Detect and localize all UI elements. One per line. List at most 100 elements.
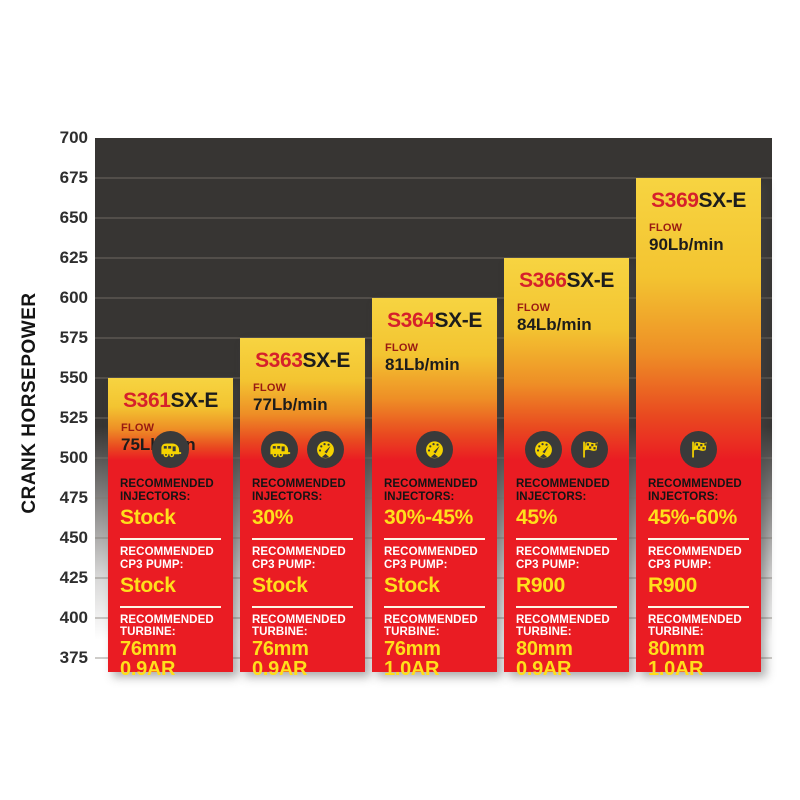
divider [648,605,749,608]
cp3-pump-value: Stock [252,573,308,597]
cp3-pump-label: RECOMMENDED CP3 PUMP: [516,545,610,571]
turbine-value: 76mm 0.9AR [120,638,177,680]
flag-icon [571,431,608,468]
y-tick-525: 525 [59,408,88,427]
gridline-650 [95,217,772,219]
divider [120,605,221,608]
flow-value: 77Lb/min [253,395,328,414]
cp3-pump-value: R900 [516,573,566,597]
injectors-label: RECOMMENDED INJECTORS: [648,478,742,503]
injectors-label: RECOMMENDED INJECTORS: [120,478,214,503]
bar-s364: S364SX-E FLOW 81Lb/min RECOMMENDED INJECT… [372,298,497,679]
injectors-label: RECOMMENDED INJECTORS: [516,478,610,503]
flow-label: FLOW [121,422,155,434]
y-tick-375: 375 [59,648,88,667]
gridline-675 [95,177,772,179]
flow-value: 81Lb/min [385,355,460,374]
turbine-label: RECOMMENDED TURBINE: [648,613,742,639]
turbine-value: 76mm 1.0AR [384,638,441,680]
bar-model-title: S364SX-E [372,298,497,333]
bar-model-title: S366SX-E [504,258,629,293]
turbine-label: RECOMMENDED TURBINE: [516,613,610,639]
bar-model-title: S361SX-E [108,378,233,413]
bar-specs: RECOMMENDED INJECTORS: 30%-45% RECOMMENDE… [372,474,497,679]
model-series: SX-E [302,349,351,372]
y-tick-700: 700 [59,128,88,147]
injectors-value: 30%-45% [384,505,473,529]
usage-icons [504,431,629,468]
bar-model-title: S363SX-E [240,338,365,373]
injectors-label: RECOMMENDED INJECTORS: [252,478,346,503]
model-number: S363 [255,349,303,372]
y-tick-600: 600 [59,288,88,307]
flow-label: FLOW [253,382,287,394]
model-number: S361 [123,389,171,412]
y-axis-title: CRANK HORSEPOWER [19,292,40,514]
flow-value: 84Lb/min [517,315,592,334]
flow-value: 90Lb/min [649,235,724,254]
model-series: SX-E [698,189,747,212]
y-tick-650: 650 [59,208,88,227]
model-number: S366 [519,269,567,292]
turbine-value: 80mm 1.0AR [648,638,705,680]
y-tick-475: 475 [59,488,88,507]
usage-icons [636,431,761,468]
model-number: S364 [387,309,435,332]
model-series: SX-E [434,309,483,332]
flow-label: FLOW [385,342,419,354]
cp3-pump-value: Stock [384,573,440,597]
bar-s361: S361SX-E FLOW 75Lb/min RECOMMENDEDINJECT… [108,378,233,679]
turbine-value: 80mm 0.9AR [516,638,573,680]
bar-s363: S363SX-E FLOW 77Lb/min RECOMMENDED INJECT… [240,338,365,679]
camper-icon [152,431,189,468]
y-tick-575: 575 [59,328,88,347]
model-number: S369 [651,189,699,212]
gauge-icon [525,431,562,468]
divider [516,605,617,608]
divider [120,537,221,540]
gauge-icon [416,431,453,468]
y-tick-500: 500 [59,448,88,467]
cp3-pump-value: R900 [648,573,698,597]
injectors-value: 45%-60% [648,505,737,529]
cp3-pump-value: Stock [120,573,176,597]
cp3-pump-label: RECOMMENDED CP3 PUMP: [120,545,214,571]
divider [252,537,353,540]
injectors-value: 45% [516,505,558,529]
bar-model-title: S369SX-E [636,178,761,213]
bar-specs: RECOMMENDED INJECTORS: 45% RECOMMENDED CP3… [504,474,629,679]
usage-icons [108,431,233,468]
y-tick-675: 675 [59,168,88,187]
bar-specs: RECOMMENDED INJECTORS: 45%-60% RECOMMENDE… [636,474,761,679]
turbine-label: RECOMMENDED TURBINE: [384,613,478,639]
bar-s369: S369SX-E FLOW 90Lb/min RECOMMENDED INJECT… [636,178,761,679]
flow-label: FLOW [649,222,683,234]
divider [648,537,749,540]
injectors-value: Stock [120,505,176,529]
gridline-625 [95,257,772,259]
usage-icons [372,431,497,468]
turbine-value: 76mm 0.9AR [252,638,309,680]
divider [516,537,617,540]
gauge-icon [307,431,344,468]
cp3-pump-label: RECOMMENDED CP3 PUMP: [252,545,346,571]
y-tick-400: 400 [59,608,88,627]
bar-specs: RECOMMENDED INJECTORS: 30% RECOMMENDED CP3… [240,474,365,679]
bar-s366: S366SX-E FLOW 84Lb/min RECOMMENDED INJECT… [504,258,629,679]
model-series: SX-E [170,389,219,412]
camper-icon [261,431,298,468]
injectors-value: 30% [252,505,294,529]
y-tick-450: 450 [59,528,88,547]
cp3-pump-label: RECOMMENDED CP3 PUMP: [384,545,478,571]
cp3-pump-label: RECOMMENDED CP3 PUMP: [648,545,742,571]
injectors-label: RECOMMENDED INJECTORS: [384,478,478,503]
flag-icon [680,431,717,468]
y-tick-550: 550 [59,368,88,387]
model-series: SX-E [566,269,615,292]
flow-label: FLOW [517,302,551,314]
bar-specs: RECOMMENDED INJECTORS: Stock RECOMMENDED C… [108,474,233,679]
turbine-label: RECOMMENDED TURBINE: [252,613,346,639]
y-tick-625: 625 [59,248,88,267]
divider [384,537,485,540]
y-tick-425: 425 [59,568,88,587]
